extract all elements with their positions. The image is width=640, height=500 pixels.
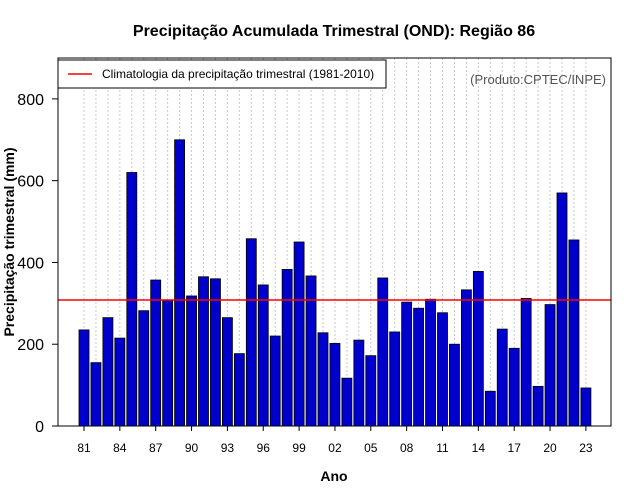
bar-1993 — [221, 317, 233, 427]
bar-1994 — [233, 353, 245, 427]
bar-1982 — [90, 362, 102, 427]
bar-1997 — [269, 335, 281, 427]
bar-2022 — [568, 239, 580, 427]
x-tick-label: 20 — [543, 441, 557, 455]
y-axis: 0 200 400 600 800 — [17, 92, 58, 436]
y-tick-label: 800 — [17, 92, 44, 109]
x-tick-label: 05 — [364, 441, 378, 455]
x-tick-label: 96 — [257, 441, 271, 455]
x-tick-label: 14 — [472, 441, 486, 455]
bar-2015 — [484, 390, 496, 427]
bar-2019 — [532, 385, 544, 427]
bar-1992 — [210, 278, 221, 427]
bar-2011 — [437, 312, 448, 427]
y-tick-label: 0 — [35, 419, 44, 436]
bar-2016 — [496, 328, 508, 427]
bar-1990 — [186, 295, 197, 427]
bar-2000 — [305, 275, 317, 427]
bar-2008 — [401, 301, 413, 427]
legend: Climatologia da precipitação trimestral … — [57, 59, 387, 89]
bar-2010 — [425, 298, 436, 427]
bar-1988 — [162, 300, 174, 427]
x-tick-label: 23 — [579, 441, 593, 455]
bar-1984 — [114, 337, 126, 427]
y-tick-label: 400 — [17, 255, 44, 272]
x-tick-label: 93 — [221, 441, 235, 455]
product-credit: (Produto:CPTEC/INPE) — [470, 72, 606, 87]
bar-1985 — [126, 172, 138, 427]
x-axis: 81 84 87 90 93 96 99 02 05 08 11 14 17 20 23 — [77, 426, 593, 455]
x-axis-title: Ano — [320, 468, 347, 484]
bar-2023 — [580, 387, 592, 427]
bar-2012 — [449, 343, 460, 427]
bar-1999 — [293, 241, 305, 427]
y-tick-label: 200 — [17, 337, 44, 354]
bar-2004 — [353, 339, 365, 427]
bar-2005 — [365, 355, 377, 427]
bar-2021 — [556, 192, 568, 427]
bar-2014 — [472, 271, 484, 427]
bar-2009 — [413, 307, 425, 427]
legend-box — [57, 59, 387, 89]
x-tick-label: 90 — [185, 441, 199, 455]
x-tick-label: 81 — [77, 441, 91, 455]
bar-2020 — [544, 304, 556, 427]
x-tick-label: 08 — [400, 441, 414, 455]
y-tick-label: 600 — [17, 174, 44, 191]
bar-1998 — [281, 268, 293, 427]
bar-2018 — [520, 298, 532, 427]
x-tick-label: 02 — [328, 441, 342, 455]
x-tick-label: 87 — [149, 441, 163, 455]
bar-1981 — [78, 329, 90, 427]
bar-2002 — [329, 342, 341, 427]
bar-1995 — [245, 238, 257, 427]
bar-1991 — [198, 276, 209, 427]
y-axis-title: Precipitação trimestral (mm) — [1, 147, 17, 336]
bar-2001 — [317, 332, 329, 427]
bar-1986 — [138, 310, 150, 427]
x-tick-label: 17 — [508, 441, 522, 455]
bar-1987 — [150, 279, 162, 427]
bar-1996 — [257, 284, 269, 427]
bar-2017 — [508, 347, 520, 427]
chart-title: Precipitação Acumulada Trimestral (OND):… — [133, 23, 535, 40]
bars — [78, 139, 592, 427]
legend-label: Climatologia da precipitação trimestral … — [102, 67, 374, 81]
x-tick-label: 11 — [436, 441, 449, 455]
bar-1989 — [174, 139, 186, 427]
x-tick-label: 99 — [292, 441, 306, 455]
x-tick-label: 84 — [113, 441, 127, 455]
bar-2013 — [460, 289, 472, 427]
bar-1983 — [102, 317, 114, 427]
bar-2003 — [341, 377, 353, 427]
bar-2007 — [389, 331, 401, 427]
